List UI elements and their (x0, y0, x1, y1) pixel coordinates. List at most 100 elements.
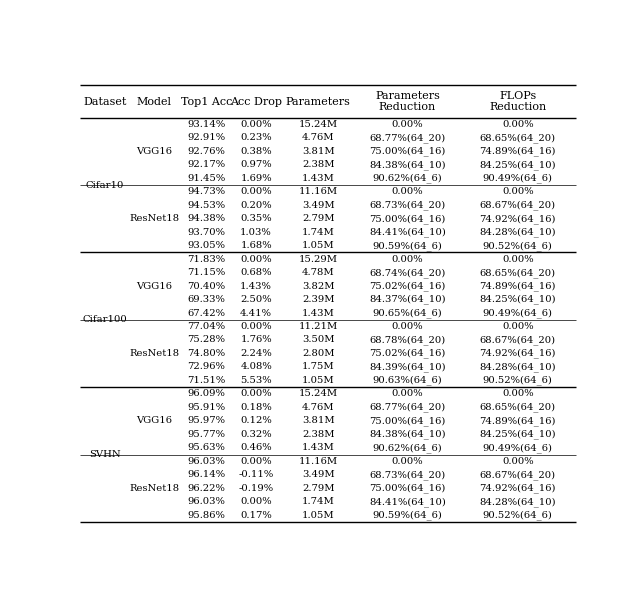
Text: 1.03%: 1.03% (240, 228, 272, 236)
Text: 0.97%: 0.97% (240, 160, 272, 169)
Text: 90.62%(64_6): 90.62%(64_6) (372, 443, 442, 453)
Text: 67.42%: 67.42% (188, 308, 225, 317)
Text: 3.49M: 3.49M (302, 470, 334, 479)
Text: 84.28%(64_10): 84.28%(64_10) (479, 227, 556, 237)
Text: 68.74%(64_20): 68.74%(64_20) (369, 268, 445, 278)
Text: 84.25%(64_10): 84.25%(64_10) (479, 295, 556, 305)
Text: 2.24%: 2.24% (240, 349, 272, 358)
Text: 71.51%: 71.51% (188, 376, 226, 385)
Text: 11.21M: 11.21M (298, 322, 338, 331)
Text: 0.23%: 0.23% (240, 133, 272, 142)
Text: 94.53%: 94.53% (188, 201, 225, 210)
Text: FLOPs
Reduction: FLOPs Reduction (489, 91, 547, 112)
Text: 84.38%(64_10): 84.38%(64_10) (369, 160, 445, 169)
Text: 0.00%: 0.00% (392, 187, 423, 196)
Text: 72.96%: 72.96% (188, 362, 225, 371)
Text: 0.17%: 0.17% (240, 511, 272, 519)
Text: 75.00%(64_16): 75.00%(64_16) (369, 416, 445, 426)
Text: 1.05M: 1.05M (302, 511, 334, 519)
Text: 68.67%(64_20): 68.67%(64_20) (479, 200, 556, 210)
Text: Cifar10: Cifar10 (86, 181, 124, 190)
Text: 75.00%(64_16): 75.00%(64_16) (369, 214, 445, 223)
Text: 0.00%: 0.00% (502, 255, 534, 263)
Text: 5.53%: 5.53% (240, 376, 272, 385)
Text: 0.00%: 0.00% (240, 322, 272, 331)
Text: 96.03%: 96.03% (188, 457, 225, 466)
Text: 0.38%: 0.38% (240, 147, 272, 156)
Text: 2.80M: 2.80M (302, 349, 334, 358)
Text: 0.00%: 0.00% (240, 187, 272, 196)
Text: 75.00%(64_16): 75.00%(64_16) (369, 483, 445, 493)
Text: 0.00%: 0.00% (392, 457, 423, 466)
Text: 0.00%: 0.00% (240, 120, 272, 129)
Text: 1.43M: 1.43M (301, 443, 335, 453)
Text: 2.38M: 2.38M (302, 430, 334, 439)
Text: 90.59%(64_6): 90.59%(64_6) (372, 241, 442, 251)
Text: 0.12%: 0.12% (240, 416, 272, 426)
Text: 1.05M: 1.05M (302, 241, 334, 250)
Text: 2.79M: 2.79M (302, 214, 334, 223)
Text: 93.70%: 93.70% (188, 228, 225, 236)
Text: 93.05%: 93.05% (188, 241, 225, 250)
Text: 1.69%: 1.69% (240, 174, 272, 183)
Text: 70.40%: 70.40% (188, 282, 225, 290)
Text: 0.00%: 0.00% (502, 187, 534, 196)
Text: 2.50%: 2.50% (240, 295, 272, 304)
Text: 94.38%: 94.38% (188, 214, 225, 223)
Text: 74.89%(64_16): 74.89%(64_16) (479, 281, 556, 291)
Text: 68.73%(64_20): 68.73%(64_20) (369, 470, 445, 480)
Text: 15.24M: 15.24M (298, 389, 338, 398)
Text: 91.45%: 91.45% (188, 174, 226, 183)
Text: -0.19%: -0.19% (239, 484, 274, 492)
Text: 75.00%(64_16): 75.00%(64_16) (369, 146, 445, 156)
Text: 75.02%(64_16): 75.02%(64_16) (369, 281, 445, 291)
Text: 1.74M: 1.74M (301, 228, 335, 236)
Text: 90.65%(64_6): 90.65%(64_6) (372, 308, 442, 318)
Text: 90.62%(64_6): 90.62%(64_6) (372, 173, 442, 183)
Text: 74.80%: 74.80% (188, 349, 225, 358)
Text: 68.67%(64_20): 68.67%(64_20) (479, 335, 556, 345)
Text: 15.29M: 15.29M (299, 255, 337, 263)
Text: 1.05M: 1.05M (302, 376, 334, 385)
Text: 2.39M: 2.39M (302, 295, 334, 304)
Text: ResNet18: ResNet18 (129, 214, 179, 223)
Text: 96.03%: 96.03% (188, 497, 225, 506)
Text: 0.00%: 0.00% (240, 457, 272, 466)
Text: VGG16: VGG16 (136, 147, 172, 156)
Text: 1.43%: 1.43% (240, 282, 272, 290)
Text: 77.04%: 77.04% (188, 322, 225, 331)
Text: VGG16: VGG16 (136, 416, 172, 426)
Text: Acc Drop: Acc Drop (230, 96, 282, 107)
Text: 96.22%: 96.22% (188, 484, 225, 492)
Text: 3.49M: 3.49M (302, 201, 334, 210)
Text: 92.76%: 92.76% (188, 147, 225, 156)
Text: 0.00%: 0.00% (240, 497, 272, 506)
Text: 93.14%: 93.14% (188, 120, 226, 129)
Text: 90.52%(64_6): 90.52%(64_6) (483, 510, 553, 520)
Text: 68.73%(64_20): 68.73%(64_20) (369, 200, 445, 210)
Text: 92.17%: 92.17% (188, 160, 225, 169)
Text: 0.00%: 0.00% (502, 120, 534, 129)
Text: 90.59%(64_6): 90.59%(64_6) (372, 510, 442, 520)
Text: ResNet18: ResNet18 (129, 484, 179, 492)
Text: 95.91%: 95.91% (188, 403, 225, 412)
Text: 84.38%(64_10): 84.38%(64_10) (369, 429, 445, 439)
Text: 2.79M: 2.79M (302, 484, 334, 492)
Text: 90.52%(64_6): 90.52%(64_6) (483, 241, 553, 251)
Text: Cifar100: Cifar100 (83, 315, 127, 324)
Text: 75.28%: 75.28% (188, 335, 225, 344)
Text: 96.09%: 96.09% (188, 389, 225, 398)
Text: 4.08%: 4.08% (240, 362, 272, 371)
Text: 0.18%: 0.18% (240, 403, 272, 412)
Text: 95.97%: 95.97% (188, 416, 225, 426)
Text: 0.00%: 0.00% (240, 389, 272, 398)
Text: 4.76M: 4.76M (302, 403, 334, 412)
Text: 0.00%: 0.00% (240, 255, 272, 263)
Text: 90.63%(64_6): 90.63%(64_6) (372, 376, 442, 386)
Text: 69.33%: 69.33% (188, 295, 225, 304)
Text: 84.25%(64_10): 84.25%(64_10) (479, 429, 556, 439)
Text: 84.25%(64_10): 84.25%(64_10) (479, 160, 556, 169)
Text: 11.16M: 11.16M (298, 187, 338, 196)
Text: 90.49%(64_6): 90.49%(64_6) (483, 308, 553, 318)
Text: 75.02%(64_16): 75.02%(64_16) (369, 349, 445, 359)
